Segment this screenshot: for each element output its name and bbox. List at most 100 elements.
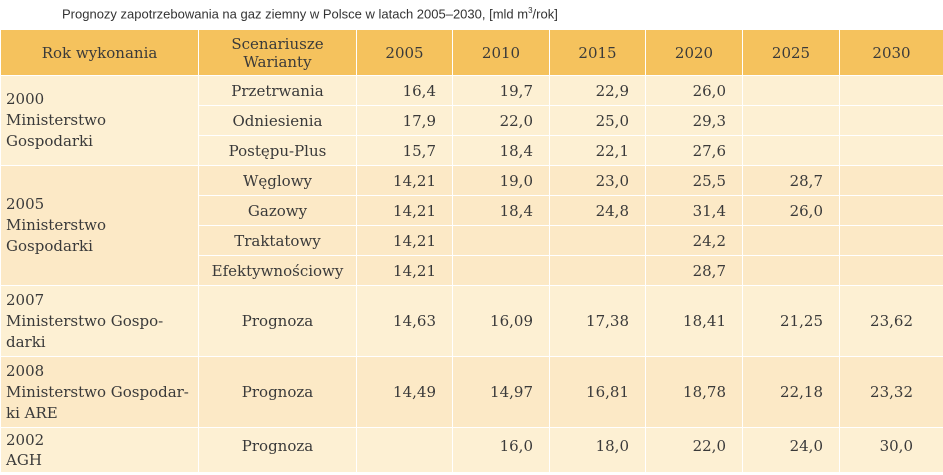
table-row: 2002 AGH Prognoza 16,0 18,0 22,0 24,0 30… (0, 427, 943, 473)
header-scenariusze-line1: Scenariusze (231, 34, 324, 53)
header-year-2020: 2020 (645, 29, 743, 76)
value-cell: 23,0 (549, 165, 646, 196)
header-scenariusze-line2: Warianty (243, 52, 312, 71)
value-cell: 18,78 (645, 356, 743, 428)
table-row: Postępu-Plus 15,7 18,4 22,1 27,6 (1, 135, 943, 166)
value-cell: 19,7 (452, 75, 550, 106)
table-row: 2008 Ministerstwo Gospodar- ki ARE Progn… (0, 356, 943, 428)
value-cell: 29,3 (645, 105, 743, 136)
table-row: 2007 Ministerstwo Gospo- darki Prognoza … (0, 285, 943, 357)
scenario-cell: Postępu-Plus (198, 135, 357, 166)
value-cell: 17,9 (356, 105, 453, 136)
value-cell: 22,0 (452, 105, 550, 136)
value-cell (549, 255, 646, 286)
value-cell: 28,7 (742, 165, 840, 196)
value-cell: 28,7 (645, 255, 743, 286)
table-row: Odniesienia 17,9 22,0 25,0 29,3 (1, 105, 943, 136)
value-cell: 16,4 (356, 75, 453, 106)
value-cell: 14,63 (356, 285, 453, 357)
value-cell: 24,2 (645, 225, 743, 256)
value-cell (742, 75, 840, 106)
value-cell: 14,97 (452, 356, 550, 428)
org-cell: 2007 Ministerstwo Gospo- darki (0, 285, 199, 357)
value-cell: 21,25 (742, 285, 840, 357)
table-row: 2005 Ministerstwo Gospodarki Węglowy 14,… (0, 165, 943, 286)
value-cell: 23,62 (839, 285, 943, 357)
value-cell: 16,0 (452, 427, 550, 473)
header-year-2030: 2030 (839, 29, 943, 76)
value-cell (742, 225, 840, 256)
value-cell: 31,4 (645, 195, 743, 226)
value-cell (839, 225, 943, 256)
value-cell: 14,21 (356, 225, 453, 256)
value-cell: 18,41 (645, 285, 743, 357)
value-cell: 22,9 (549, 75, 646, 106)
value-cell: 26,0 (742, 195, 840, 226)
org-cell: 2000 Ministerstwo Gospodarki (0, 75, 199, 166)
value-cell (742, 105, 840, 136)
scenario-cell: Przetrwania (198, 75, 357, 106)
value-cell: 22,1 (549, 135, 646, 166)
header-year-2010: 2010 (452, 29, 550, 76)
value-cell: 18,4 (452, 135, 550, 166)
scenario-cell: Prognoza (198, 427, 357, 473)
value-cell: 14,49 (356, 356, 453, 428)
caption-superscript: 3 (528, 6, 533, 15)
scenario-cell: Prognoza (198, 356, 357, 428)
table-row: 2000 Ministerstwo Gospodarki Przetrwania… (0, 75, 943, 166)
value-cell: 15,7 (356, 135, 453, 166)
value-cell (839, 75, 943, 106)
value-cell: 26,0 (645, 75, 743, 106)
scenario-cell: Traktatowy (198, 225, 357, 256)
value-cell (452, 225, 550, 256)
value-cell: 22,18 (742, 356, 840, 428)
value-cell: 18,0 (549, 427, 646, 473)
value-cell (356, 427, 453, 473)
value-cell: 14,21 (356, 165, 453, 196)
value-cell (742, 255, 840, 286)
gas-demand-forecast-table: Rok wykonania Scenariusze Warianty 2005 2… (0, 29, 943, 473)
value-cell: 22,0 (645, 427, 743, 473)
value-cell: 16,09 (452, 285, 550, 357)
value-cell (839, 255, 943, 286)
value-cell (839, 135, 943, 166)
org-cell: 2008 Ministerstwo Gospodar- ki ARE (0, 356, 199, 428)
org-cell: 2005 Ministerstwo Gospodarki (0, 165, 199, 286)
value-cell: 25,5 (645, 165, 743, 196)
value-cell (742, 135, 840, 166)
header-row: Rok wykonania Scenariusze Warianty 2005 2… (0, 29, 943, 76)
value-cell (452, 255, 550, 286)
value-cell: 16,81 (549, 356, 646, 428)
header-scenariusze: Scenariusze Warianty (198, 29, 357, 76)
header-rok-wykonania: Rok wykonania (0, 29, 199, 76)
value-cell: 19,0 (452, 165, 550, 196)
value-cell (839, 105, 943, 136)
table-caption: Prognozy zapotrzebowania na gaz ziemny w… (62, 6, 558, 21)
scenario-cell: Odniesienia (198, 105, 357, 136)
value-cell: 18,4 (452, 195, 550, 226)
value-cell: 17,38 (549, 285, 646, 357)
value-cell: 14,21 (356, 195, 453, 226)
value-cell: 14,21 (356, 255, 453, 286)
scenario-cell: Efektywnościowy (198, 255, 357, 286)
header-year-2015: 2015 (549, 29, 646, 76)
value-cell: 24,0 (742, 427, 840, 473)
org-cell: 2002 AGH (0, 427, 199, 473)
value-cell (549, 225, 646, 256)
header-year-2025: 2025 (742, 29, 840, 76)
header-year-2005: 2005 (356, 29, 453, 76)
value-cell: 30,0 (839, 427, 943, 473)
value-cell: 24,8 (549, 195, 646, 226)
scenario-cell: Gazowy (198, 195, 357, 226)
value-cell (839, 195, 943, 226)
scenario-cell: Węglowy (198, 165, 357, 196)
value-cell (839, 165, 943, 196)
table-row: Traktatowy 14,21 24,2 (1, 225, 943, 256)
value-cell: 27,6 (645, 135, 743, 166)
caption-unit: /rok] (532, 6, 558, 22)
value-cell: 25,0 (549, 105, 646, 136)
table-row: Efektywnościowy 14,21 28,7 (1, 255, 943, 286)
caption-text: Prognozy zapotrzebowania na gaz ziemny w… (62, 6, 529, 22)
scenario-cell: Prognoza (198, 285, 357, 357)
value-cell: 23,32 (839, 356, 943, 428)
